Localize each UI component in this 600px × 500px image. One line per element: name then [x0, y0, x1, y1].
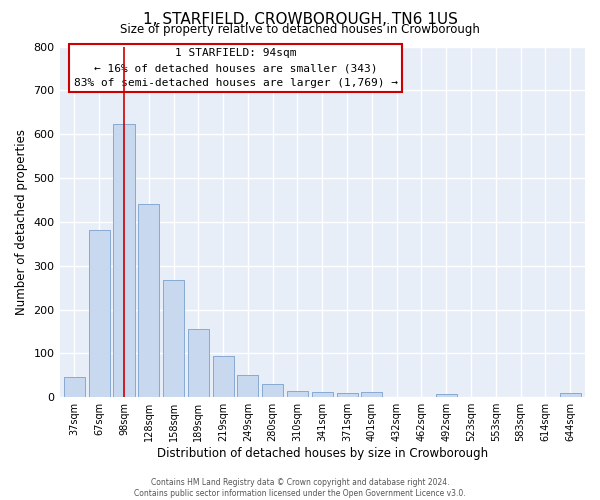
Bar — [89, 230, 110, 397]
Bar — [113, 124, 134, 397]
Bar — [238, 376, 259, 397]
Y-axis label: Number of detached properties: Number of detached properties — [15, 129, 28, 315]
Bar — [337, 393, 358, 397]
Bar — [163, 280, 184, 397]
Bar — [361, 392, 382, 397]
Bar — [560, 393, 581, 397]
Bar — [287, 390, 308, 397]
Text: 1, STARFIELD, CROWBOROUGH, TN6 1US: 1, STARFIELD, CROWBOROUGH, TN6 1US — [143, 12, 457, 28]
Text: 1 STARFIELD: 94sqm
← 16% of detached houses are smaller (343)
83% of semi-detach: 1 STARFIELD: 94sqm ← 16% of detached hou… — [74, 48, 398, 88]
Text: Contains HM Land Registry data © Crown copyright and database right 2024.
Contai: Contains HM Land Registry data © Crown c… — [134, 478, 466, 498]
Bar — [188, 330, 209, 397]
Bar — [138, 204, 160, 397]
Bar — [312, 392, 333, 397]
Bar — [212, 356, 233, 397]
X-axis label: Distribution of detached houses by size in Crowborough: Distribution of detached houses by size … — [157, 447, 488, 460]
Bar — [436, 394, 457, 397]
Bar — [262, 384, 283, 397]
Text: Size of property relative to detached houses in Crowborough: Size of property relative to detached ho… — [120, 22, 480, 36]
Bar — [64, 376, 85, 397]
